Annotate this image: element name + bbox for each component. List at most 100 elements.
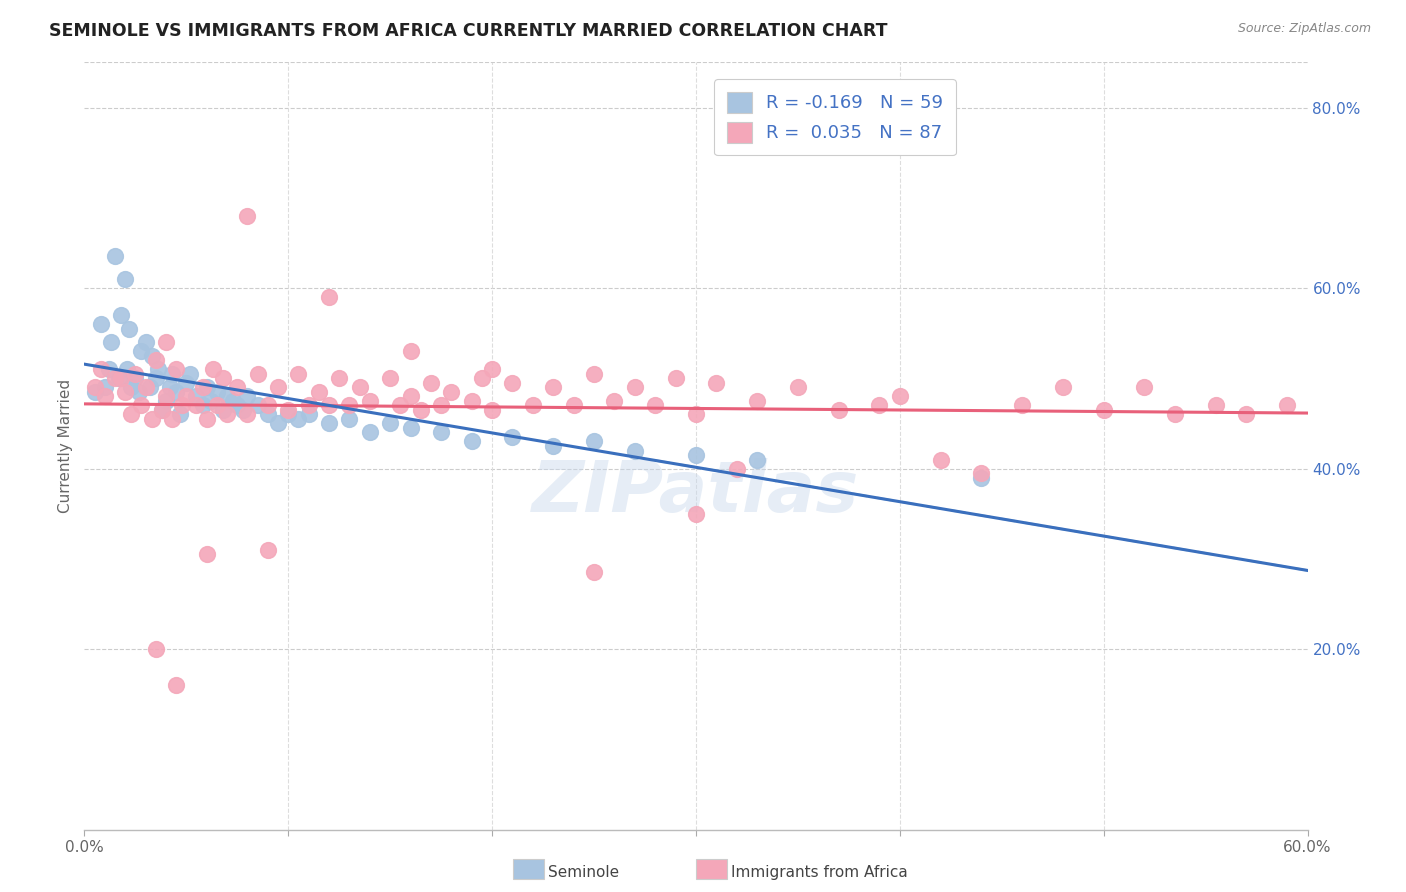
Point — [186, 389, 208, 403]
Point — [191, 398, 214, 412]
Point — [212, 371, 235, 385]
Point — [212, 403, 235, 417]
Text: Source: ZipAtlas.com: Source: ZipAtlas.com — [1237, 22, 1371, 36]
Point — [380, 417, 402, 431]
Point — [93, 380, 115, 394]
Point — [685, 507, 707, 521]
Point — [186, 398, 208, 412]
Point — [399, 421, 422, 435]
Point — [165, 384, 187, 399]
Point — [257, 398, 280, 412]
Point — [706, 376, 728, 390]
Point — [120, 408, 142, 422]
Point — [287, 367, 309, 381]
Point — [160, 412, 183, 426]
Point — [174, 389, 197, 403]
Point — [90, 317, 112, 331]
Point — [160, 367, 183, 381]
Point — [174, 376, 197, 390]
Point — [267, 417, 290, 431]
Point — [603, 393, 626, 408]
Point — [179, 367, 201, 381]
Point — [141, 349, 163, 363]
Point — [1052, 380, 1074, 394]
Point — [562, 398, 585, 412]
Point — [141, 412, 163, 426]
Point — [246, 367, 269, 381]
Point — [124, 371, 146, 385]
Point — [124, 367, 146, 381]
Point — [138, 380, 160, 394]
Point — [502, 376, 524, 390]
Point — [1277, 398, 1299, 412]
Point — [217, 389, 239, 403]
Point — [205, 384, 228, 399]
Point — [828, 403, 851, 417]
Point — [150, 403, 173, 417]
Point — [110, 371, 132, 385]
Point — [461, 434, 484, 449]
Point — [440, 384, 463, 399]
Point — [226, 380, 249, 394]
Point — [155, 393, 177, 408]
Text: Immigrants from Africa: Immigrants from Africa — [731, 865, 908, 880]
Point — [747, 393, 769, 408]
Point — [114, 384, 136, 399]
Point — [110, 308, 132, 322]
Point — [787, 380, 810, 394]
Point — [399, 389, 422, 403]
Point — [155, 335, 177, 350]
Point — [236, 209, 259, 223]
Point — [226, 398, 249, 412]
Point — [277, 403, 299, 417]
Point — [318, 417, 340, 431]
Point — [90, 362, 112, 376]
Legend: R = -0.169   N = 59, R =  0.035   N = 87: R = -0.169 N = 59, R = 0.035 N = 87 — [714, 79, 956, 155]
Point — [191, 380, 214, 394]
Point — [267, 380, 290, 394]
Text: Seminole: Seminole — [548, 865, 620, 880]
Point — [135, 380, 157, 394]
Point — [100, 335, 122, 350]
Point — [624, 380, 647, 394]
Point — [217, 408, 239, 422]
Point — [298, 398, 321, 412]
Point — [1236, 408, 1258, 422]
Point — [970, 466, 993, 480]
Point — [409, 403, 432, 417]
Point — [195, 547, 218, 561]
Point — [308, 384, 330, 399]
Point — [97, 362, 120, 376]
Point — [624, 443, 647, 458]
Point — [222, 393, 245, 408]
Point — [359, 425, 381, 440]
Point — [471, 371, 494, 385]
Point — [145, 642, 167, 657]
Point — [172, 398, 194, 412]
Point — [929, 452, 952, 467]
Point — [195, 412, 218, 426]
Point — [257, 542, 280, 557]
Text: ZIPatlas: ZIPatlas — [533, 458, 859, 526]
Y-axis label: Currently Married: Currently Married — [58, 379, 73, 513]
Point — [481, 403, 503, 417]
Point — [328, 371, 350, 385]
Point — [1164, 408, 1187, 422]
Point — [232, 403, 254, 417]
Point — [685, 408, 707, 422]
Point — [318, 290, 340, 304]
Point — [1133, 380, 1156, 394]
Text: SEMINOLE VS IMMIGRANTS FROM AFRICA CURRENTLY MARRIED CORRELATION CHART: SEMINOLE VS IMMIGRANTS FROM AFRICA CURRE… — [49, 22, 887, 40]
Point — [430, 425, 453, 440]
Point — [420, 376, 443, 390]
Point — [725, 461, 748, 475]
Point — [685, 448, 707, 462]
Point — [165, 362, 187, 376]
Point — [522, 398, 544, 412]
Point — [205, 398, 228, 412]
Point — [131, 398, 153, 412]
Point — [145, 353, 167, 368]
Point — [869, 398, 891, 412]
Point — [155, 389, 177, 403]
Point — [169, 408, 191, 422]
